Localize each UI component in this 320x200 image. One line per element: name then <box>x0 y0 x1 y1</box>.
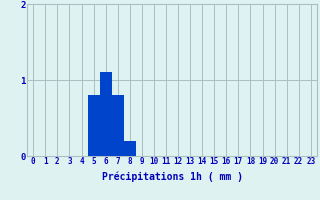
Bar <box>100 72 112 156</box>
Bar <box>124 141 136 156</box>
X-axis label: Précipitations 1h ( mm ): Précipitations 1h ( mm ) <box>101 172 243 182</box>
Bar <box>112 95 124 156</box>
Bar <box>88 95 100 156</box>
